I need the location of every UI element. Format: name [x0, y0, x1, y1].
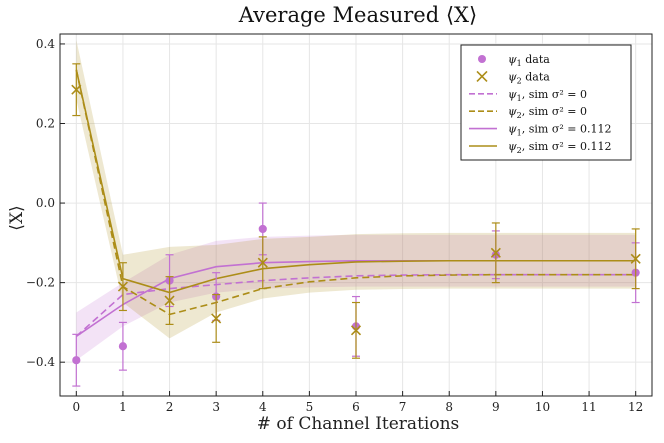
point-1-5 [350, 301, 362, 359]
y-tick-label-3: 0.2 [36, 117, 55, 131]
x-tick-label-7: 7 [399, 400, 407, 414]
legend-entry-3: ψ2, sim σ² = 0 [469, 105, 587, 120]
x-tick-label-12: 12 [628, 400, 643, 414]
point-0-1 [118, 321, 128, 371]
x-tick-label-2: 2 [166, 400, 174, 414]
svg-text:ψ1 data: ψ1 data [508, 53, 550, 68]
point-1-7 [630, 228, 641, 290]
point-1-1 [117, 262, 128, 312]
x-tick-label-5: 5 [306, 400, 314, 414]
x-tick-label-10: 10 [535, 400, 550, 414]
point-1-0 [71, 63, 82, 117]
x-tick-label-0: 0 [72, 400, 80, 414]
svg-text:ψ2, sim σ² = 0: ψ2, sim σ² = 0 [508, 105, 587, 120]
point-1-3 [211, 293, 222, 343]
legend-entry-5: ψ2, sim σ² = 0.112 [469, 140, 611, 155]
point-1-2 [164, 276, 175, 325]
x-tick-label-6: 6 [352, 400, 360, 414]
legend: ψ1 data ψ2 data ψ1, sim σ² = 0 ψ2, sim σ² =… [460, 44, 632, 161]
x-tick-label-11: 11 [581, 400, 596, 414]
svg-text:ψ1, sim σ² = 0.112: ψ1, sim σ² = 0.112 [508, 123, 611, 138]
legend-entry-4: ψ1, sim σ² = 0.112 [469, 123, 611, 138]
svg-text:ψ2, sim σ² = 0.112: ψ2, sim σ² = 0.112 [508, 140, 611, 155]
point-1-6 [490, 222, 501, 284]
y-tick-label-2: 0.0 [36, 196, 55, 210]
y-axis-label: ⟨X⟩ [7, 205, 27, 230]
svg-text:ψ1, sim σ² = 0: ψ1, sim σ² = 0 [508, 88, 587, 103]
x-axis-ticks: 0 1 2 3 4 5 6 7 8 9 10 11 12 [72, 391, 643, 414]
y-axis-ticks: −0.4 −0.2 0.0 0.2 0.4 [26, 37, 65, 369]
legend-entry-2: ψ1, sim σ² = 0 [469, 88, 587, 103]
x-tick-label-1: 1 [119, 400, 127, 414]
chart-title: Average Measured ⟨X⟩ [238, 3, 477, 27]
data-points [71, 63, 641, 387]
y-tick-label-1: −0.2 [26, 276, 55, 290]
y-tick-label-0: −0.4 [26, 355, 56, 369]
y-tick-label-4: 0.4 [36, 37, 55, 51]
x-tick-label-3: 3 [212, 400, 220, 414]
legend-entry-0: ψ1 data [478, 53, 550, 68]
x-tick-label-9: 9 [492, 400, 500, 414]
x-tick-label-4: 4 [259, 400, 267, 414]
x-tick-label-8: 8 [445, 400, 453, 414]
point-1-4 [257, 236, 268, 290]
x-axis-label: # of Channel Iterations [257, 414, 460, 434]
legend-box [460, 44, 632, 161]
legend-entry-1: ψ2 data [476, 70, 550, 85]
point-0-0 [72, 333, 81, 387]
svg-text:ψ2 data: ψ2 data [508, 70, 550, 85]
